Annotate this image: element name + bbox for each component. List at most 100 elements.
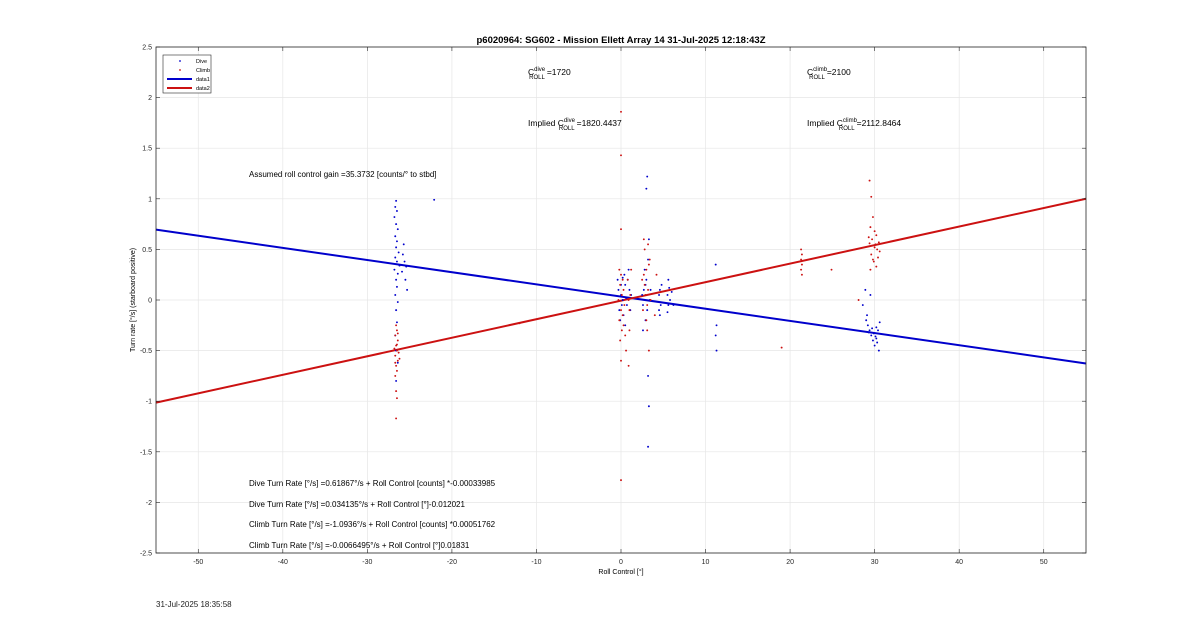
point-dive bbox=[870, 334, 873, 337]
point-dive bbox=[621, 299, 624, 301]
point-dive bbox=[645, 278, 648, 281]
point-dive bbox=[645, 187, 648, 190]
y-tick-label: -1 bbox=[146, 399, 152, 406]
point-dive bbox=[401, 253, 404, 256]
point-climb bbox=[396, 369, 398, 372]
x-tick-label: -50 bbox=[193, 559, 203, 566]
point-climb bbox=[620, 273, 622, 276]
c-roll-dive-annotation: Cdive ROLL=1720 bbox=[528, 67, 571, 81]
point-climb bbox=[872, 260, 875, 263]
point-climb bbox=[393, 347, 396, 350]
point-climb bbox=[648, 258, 651, 261]
point-climb bbox=[874, 243, 877, 246]
y-tick-label: 0.5 bbox=[142, 247, 152, 254]
x-axis-label: Roll Control [°] bbox=[598, 568, 643, 576]
point-climb bbox=[620, 154, 622, 157]
legend-climb-label: Climb bbox=[196, 68, 210, 74]
point-climb bbox=[642, 273, 645, 276]
point-dive bbox=[396, 272, 399, 275]
point-dive bbox=[670, 290, 673, 293]
point-dive bbox=[658, 314, 661, 317]
point-climb bbox=[620, 479, 622, 482]
point-dive bbox=[624, 283, 627, 286]
fit-line-data2 bbox=[155, 197, 1087, 404]
point-climb bbox=[618, 268, 621, 271]
point-climb bbox=[642, 238, 645, 241]
point-climb bbox=[621, 278, 624, 281]
point-climb bbox=[397, 351, 400, 354]
point-climb bbox=[653, 314, 656, 317]
point-dive bbox=[875, 337, 878, 340]
point-dive bbox=[667, 304, 670, 307]
point-dive bbox=[871, 339, 874, 342]
point-dive bbox=[624, 324, 627, 327]
point-dive bbox=[398, 264, 401, 267]
point-climb bbox=[642, 309, 644, 312]
point-dive bbox=[864, 288, 867, 291]
point-dive bbox=[868, 329, 871, 332]
y-tick-label: -2.5 bbox=[140, 551, 152, 558]
point-dive bbox=[395, 246, 398, 249]
point-climb bbox=[624, 334, 627, 337]
point-dive bbox=[625, 304, 628, 307]
point-dive bbox=[395, 309, 398, 312]
point-dive bbox=[402, 243, 405, 246]
point-climb bbox=[396, 343, 398, 346]
point-dive bbox=[714, 263, 717, 266]
point-dive bbox=[394, 205, 397, 208]
point-dive bbox=[872, 332, 875, 335]
point-climb bbox=[622, 288, 625, 291]
legend: Dive Climb data1 data2 bbox=[162, 54, 212, 94]
point-dive bbox=[659, 304, 662, 307]
point-climb bbox=[625, 349, 628, 352]
point-dive bbox=[396, 361, 399, 364]
point-climb bbox=[626, 278, 629, 281]
point-dive bbox=[395, 223, 398, 226]
point-climb bbox=[617, 299, 620, 301]
point-climb bbox=[645, 319, 648, 322]
point-climb bbox=[620, 228, 622, 231]
point-climb bbox=[622, 324, 625, 327]
point-climb bbox=[643, 283, 646, 286]
point-climb bbox=[875, 234, 878, 237]
point-dive bbox=[405, 265, 408, 268]
y-tick-label: 1 bbox=[148, 196, 152, 203]
point-dive bbox=[647, 445, 650, 448]
point-dive bbox=[433, 198, 436, 201]
point-dive bbox=[642, 288, 645, 291]
point-climb bbox=[394, 354, 397, 357]
x-tick-label: 40 bbox=[955, 559, 963, 566]
point-climb bbox=[395, 364, 398, 367]
point-climb bbox=[627, 364, 630, 367]
point-dive bbox=[396, 209, 398, 212]
point-dive bbox=[647, 238, 650, 241]
point-dive bbox=[396, 228, 399, 231]
point-climb bbox=[877, 256, 879, 259]
point-dive bbox=[869, 293, 872, 296]
point-climb bbox=[396, 339, 399, 342]
point-dive bbox=[876, 341, 879, 344]
point-climb bbox=[873, 246, 876, 249]
point-dive bbox=[646, 309, 649, 312]
point-dive bbox=[641, 293, 644, 296]
point-dive bbox=[393, 216, 396, 218]
point-climb bbox=[869, 226, 872, 229]
x-tick-label: -20 bbox=[447, 559, 457, 566]
y-tick-label: -2 bbox=[146, 500, 152, 507]
x-tick-label: 20 bbox=[786, 559, 794, 566]
point-climb bbox=[627, 299, 630, 301]
point-dive bbox=[672, 304, 675, 307]
point-climb bbox=[619, 283, 622, 286]
y-tick-label: -1.5 bbox=[140, 449, 152, 456]
scatter-points bbox=[393, 110, 881, 482]
point-dive bbox=[396, 301, 399, 303]
point-dive bbox=[873, 344, 876, 347]
point-dive bbox=[621, 276, 624, 279]
point-dive bbox=[715, 324, 718, 327]
point-climb bbox=[869, 268, 872, 271]
point-climb bbox=[800, 273, 803, 276]
point-climb bbox=[870, 253, 873, 256]
point-climb bbox=[649, 299, 652, 301]
point-dive bbox=[403, 260, 406, 263]
x-tick-label: 10 bbox=[702, 559, 710, 566]
